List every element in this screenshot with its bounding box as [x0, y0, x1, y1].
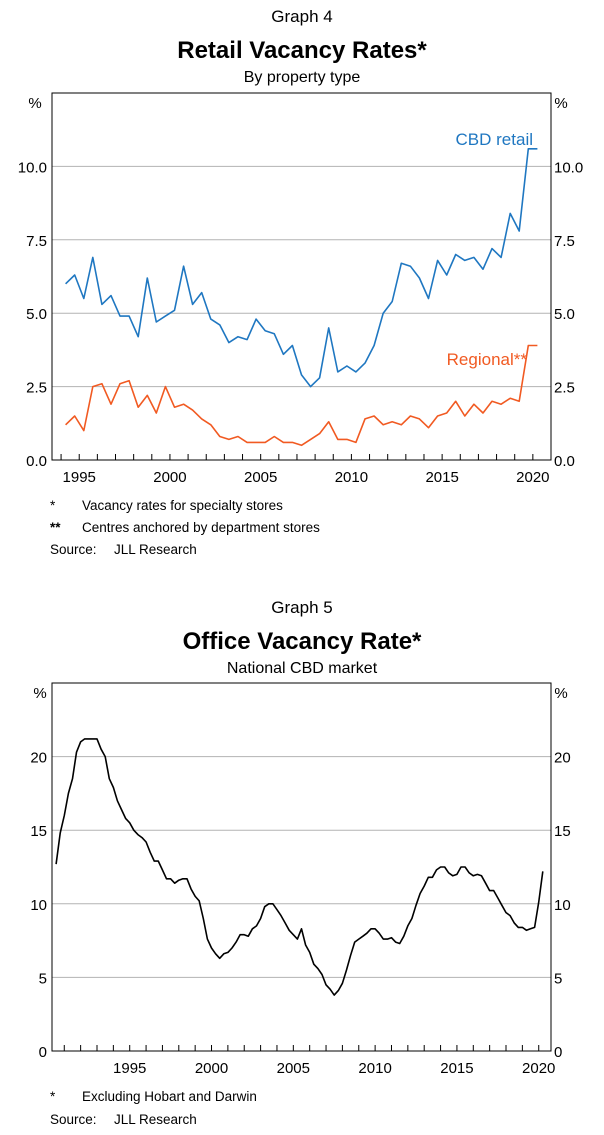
y-tick-label-right: 5.0 [554, 306, 575, 323]
y-tick-label-left: 15 [30, 823, 47, 840]
series-line-regional [65, 344, 538, 447]
source-line: Source: JLL Research [50, 1112, 197, 1127]
graph-5-label: Graph 5 [271, 598, 333, 617]
y-tick-label-right: 7.5 [554, 233, 575, 250]
y-tick-label-left: 10.0 [18, 159, 47, 176]
plot-frame [51, 682, 552, 1052]
plot-frame [51, 92, 552, 461]
source-line: Source: JLL Research [50, 542, 197, 557]
right-unit-label: % [554, 95, 567, 112]
graph-5-subtitle: National CBD market [226, 660, 378, 677]
series-line-cbd-retail [65, 148, 538, 388]
right-unit-label: % [554, 685, 567, 702]
x-tick-label: 2015 [425, 469, 458, 486]
x-tick-label: 2020 [516, 469, 549, 486]
x-tick-label: 1995 [63, 469, 96, 486]
graph-5-title: Office Vacancy Rate* [182, 628, 422, 655]
footnote-text: Centres anchored by department stores [82, 520, 320, 535]
y-tick-label-right: 10 [554, 897, 571, 914]
y-tick-label-right: 15 [554, 823, 571, 840]
x-tick-label: 2005 [277, 1060, 310, 1077]
x-tick-label: 2010 [358, 1060, 391, 1077]
footnote-text: Vacancy rates for specialty stores [82, 498, 283, 513]
x-tick-label: 2010 [335, 469, 368, 486]
series-line-office-vacancy-rate [55, 738, 544, 996]
y-tick-label-left: 0.0 [26, 453, 47, 470]
footnote-text: Excluding Hobart and Darwin [82, 1089, 257, 1104]
x-tick-label: 2000 [195, 1060, 228, 1077]
graph-4-subtitle: By property type [243, 69, 361, 86]
footnote-mark: * [50, 498, 56, 513]
y-tick-label-left: 5 [39, 970, 47, 987]
x-tick-label: 1995 [113, 1060, 146, 1077]
series-label: Regional** [447, 350, 528, 369]
left-unit-label: % [28, 95, 41, 112]
y-tick-label-left: 10 [30, 897, 47, 914]
y-tick-label-left: 7.5 [26, 233, 47, 250]
left-unit-label: % [33, 685, 46, 702]
retail-vacancy-chart: % % 0.0 0.0 2.5 2.5 5.0 5.0 7.5 7.5 10.0 10.0 1995… [18, 92, 583, 486]
x-tick-label: 2000 [153, 469, 186, 486]
source-label: Source: [50, 1112, 97, 1127]
y-tick-label-right: 10.0 [554, 159, 583, 176]
y-tick-label-right: 0.0 [554, 453, 575, 470]
x-tick-label: 2005 [244, 469, 277, 486]
series-label: CBD retail [456, 130, 533, 149]
y-tick-label-right: 5 [554, 970, 562, 987]
y-tick-label-right: 2.5 [554, 380, 575, 397]
source-text: JLL Research [114, 1112, 197, 1127]
graph-4-label: Graph 4 [271, 7, 333, 26]
graph-4-title: Retail Vacancy Rates* [177, 37, 427, 64]
x-tick-label: 2020 [522, 1060, 555, 1077]
y-tick-label-left: 2.5 [26, 380, 47, 397]
y-tick-label-right: 20 [554, 750, 571, 767]
y-tick-label-left: 20 [30, 750, 47, 767]
x-tick-label: 2015 [440, 1060, 473, 1077]
y-tick-label-left: 5.0 [26, 306, 47, 323]
source-label: Source: [50, 542, 97, 557]
y-tick-label-left: 0 [39, 1044, 47, 1061]
y-tick-label-right: 0 [554, 1044, 562, 1061]
source-text: JLL Research [114, 542, 197, 557]
footnote-mark: * [50, 1089, 56, 1104]
footnote-mark: ** [50, 520, 61, 535]
